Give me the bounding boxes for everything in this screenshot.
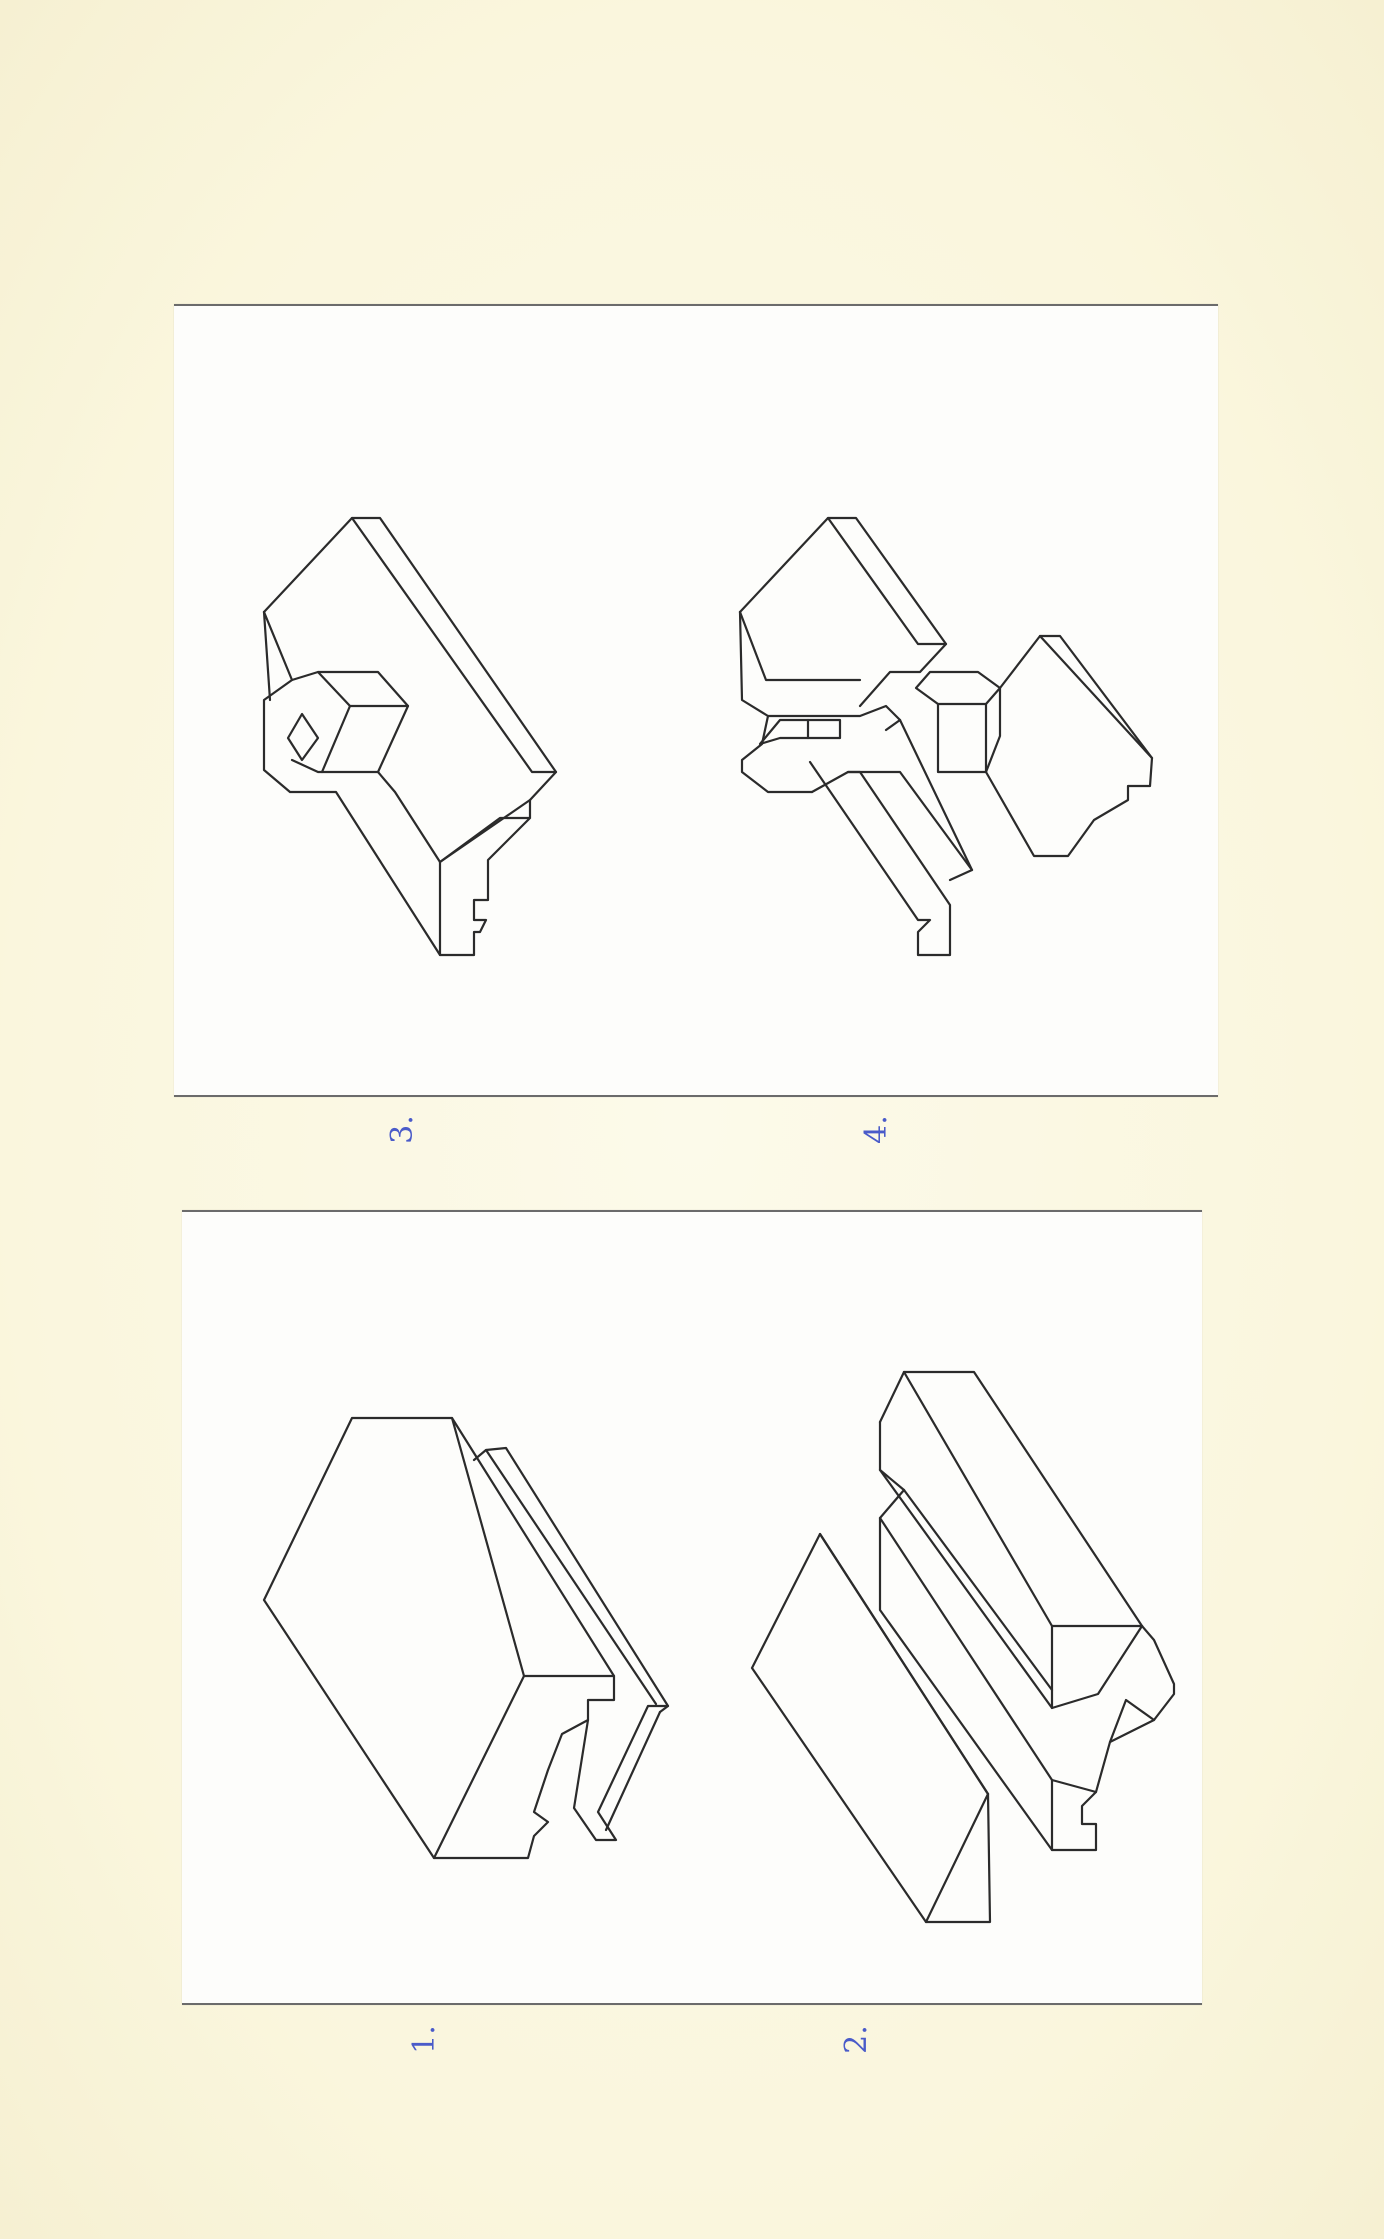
figure-1-label: 1.: [406, 2025, 442, 2054]
figure-1-drawing: [262, 1416, 670, 1860]
figure-4-drawing: [738, 516, 1154, 957]
top-drawing-panel: [174, 304, 1218, 1097]
bottom-drawing-panel: [182, 1210, 1202, 2005]
figure-3-drawing: [262, 516, 558, 957]
figure-3-label: 3.: [384, 1115, 420, 1144]
figure-4-label: 4.: [858, 1115, 894, 1144]
figure-2-label: 2.: [838, 2025, 874, 2054]
figure-2-drawing: [750, 1370, 1176, 1924]
